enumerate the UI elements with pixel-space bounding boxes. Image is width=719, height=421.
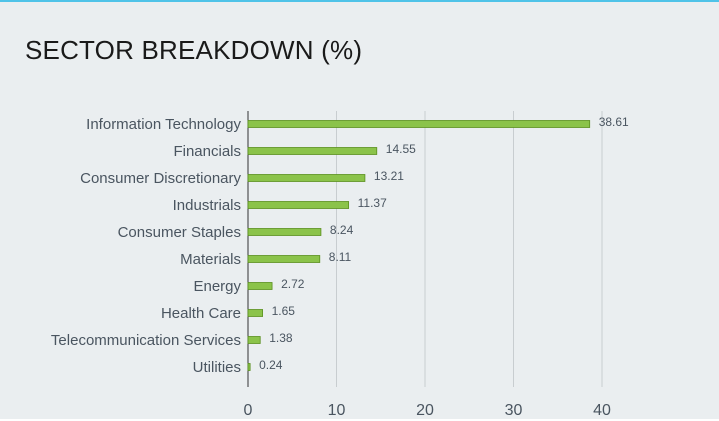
- bar: [247, 309, 264, 317]
- bar: [247, 228, 322, 236]
- bar: [247, 282, 273, 290]
- data-label: 1.38: [269, 331, 293, 345]
- x-tick-label: 20: [416, 402, 434, 419]
- data-label: 8.24: [330, 223, 354, 237]
- data-label: 8.11: [329, 250, 352, 264]
- bar: [247, 336, 261, 344]
- x-tick-label: 40: [593, 402, 611, 419]
- data-label: 2.72: [281, 277, 305, 291]
- category-label: Consumer Staples: [118, 224, 241, 241]
- category-label: Financials: [173, 143, 241, 160]
- x-tick-label: 10: [328, 402, 346, 419]
- data-label: 38.61: [599, 115, 629, 129]
- bar: [247, 201, 350, 209]
- data-label: 13.21: [374, 169, 404, 183]
- x-tick-label: 0: [244, 402, 253, 419]
- data-label: 11.37: [358, 196, 387, 210]
- data-label: 14.55: [386, 142, 416, 156]
- bar: [247, 120, 591, 128]
- category-label: Health Care: [161, 305, 241, 322]
- category-label: Industrials: [173, 197, 241, 214]
- bar: [247, 147, 378, 155]
- bar: [247, 363, 251, 371]
- category-label: Telecommunication Services: [51, 332, 241, 349]
- bar: [247, 174, 366, 182]
- category-label: Consumer Discretionary: [80, 170, 241, 187]
- bar: [247, 255, 321, 263]
- chart-title: SECTOR BREAKDOWN (%): [25, 35, 363, 65]
- category-label: Information Technology: [86, 116, 241, 133]
- category-label: Utilities: [193, 359, 241, 376]
- category-label: Energy: [193, 278, 241, 295]
- data-label: 0.24: [259, 358, 283, 372]
- data-label: 1.65: [272, 304, 296, 318]
- x-tick-label: 30: [505, 402, 523, 419]
- category-label: Materials: [180, 251, 241, 268]
